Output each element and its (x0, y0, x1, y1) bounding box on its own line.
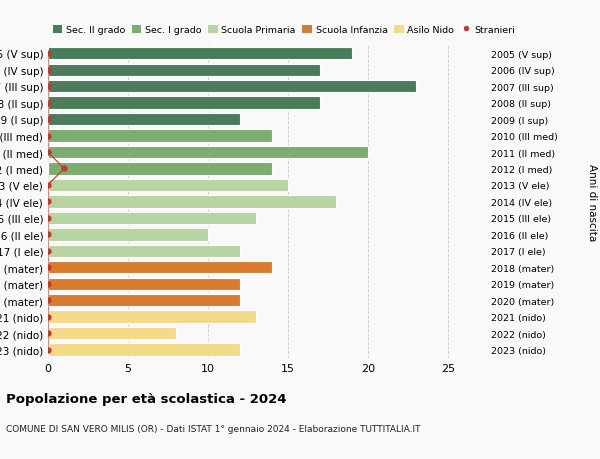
Bar (48, 64, 320, 77)
Bar (48, 48, 352, 60)
Bar (48, 278, 240, 290)
Text: Anni di nascita: Anni di nascita (587, 163, 597, 241)
Bar (48, 245, 240, 257)
Text: Popolazione per età scolastica - 2024: Popolazione per età scolastica - 2024 (6, 392, 287, 405)
Bar (48, 311, 256, 323)
Bar (48, 229, 208, 241)
Bar (48, 344, 240, 356)
Bar (48, 97, 320, 110)
Bar (48, 294, 240, 307)
Legend: Sec. II grado, Sec. I grado, Scuola Primaria, Scuola Infanzia, Asilo Nido, Stran: Sec. II grado, Sec. I grado, Scuola Prim… (53, 26, 515, 35)
Bar (48, 196, 336, 208)
Bar (48, 262, 272, 274)
Bar (48, 179, 288, 192)
Bar (48, 212, 256, 224)
Bar (48, 114, 240, 126)
Bar (48, 163, 272, 175)
Bar (48, 327, 176, 340)
Text: COMUNE DI SAN VERO MILIS (OR) - Dati ISTAT 1° gennaio 2024 - Elaborazione TUTTIT: COMUNE DI SAN VERO MILIS (OR) - Dati IST… (6, 425, 421, 434)
Bar (48, 81, 416, 93)
Bar (48, 130, 272, 142)
Bar (48, 146, 368, 159)
